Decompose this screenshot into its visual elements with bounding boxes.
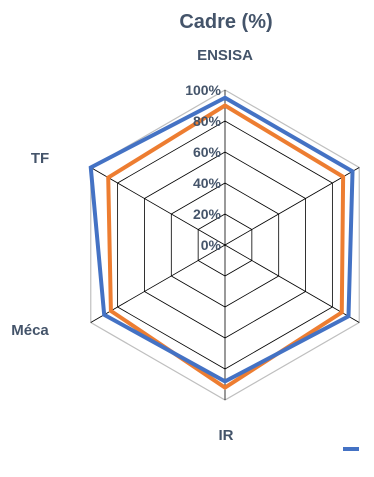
category-label: IR bbox=[219, 427, 234, 444]
tick-label: 60% bbox=[193, 144, 222, 160]
series-layer bbox=[88, 95, 355, 390]
axis-spoke bbox=[224, 244, 360, 323]
category-label: ENSISA bbox=[197, 47, 253, 64]
tick-label: 100% bbox=[185, 82, 221, 98]
axis-spoke bbox=[90, 244, 226, 323]
legend bbox=[343, 447, 359, 451]
legend-swatch bbox=[343, 447, 359, 451]
tick-label: 0% bbox=[201, 237, 222, 253]
category-labels: ENSISA IR Méca TF bbox=[11, 47, 253, 444]
axis-spoke bbox=[224, 167, 360, 246]
series-line bbox=[106, 103, 346, 390]
tick-label: 40% bbox=[193, 175, 222, 191]
series-line bbox=[88, 95, 355, 384]
axis-spoke bbox=[90, 167, 226, 246]
tick-label: 80% bbox=[193, 113, 222, 129]
chart-title: Cadre (%) bbox=[179, 11, 272, 33]
tick-label: 20% bbox=[193, 206, 222, 222]
category-label: TF bbox=[31, 150, 49, 167]
grid bbox=[90, 89, 360, 401]
category-label: Méca bbox=[11, 322, 49, 339]
tick-labels: 0% 20% 40% 60% 80% 100% bbox=[185, 82, 221, 253]
